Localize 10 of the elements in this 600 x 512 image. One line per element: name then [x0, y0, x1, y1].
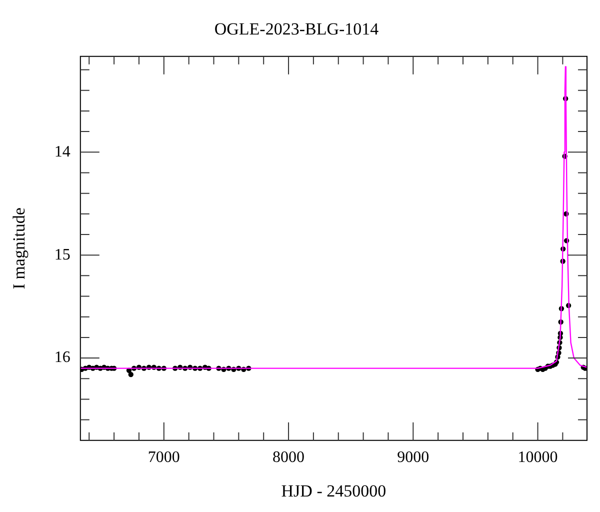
x-tick-label: 9000 — [397, 449, 430, 466]
x-tick-label: 10000 — [518, 449, 558, 466]
y-axis-title: I magnitude — [10, 208, 29, 290]
x-axis-title: HJD - 2450000 — [281, 481, 386, 500]
x-tick-label: 8000 — [272, 449, 305, 466]
y-tick-label: 15 — [54, 246, 70, 264]
chart-title: OGLE-2023-BLG-1014 — [214, 20, 380, 39]
y-tick-label: 16 — [54, 349, 70, 366]
x-tick-label: 7000 — [148, 449, 180, 466]
y-tick-label: 14 — [54, 143, 70, 160]
